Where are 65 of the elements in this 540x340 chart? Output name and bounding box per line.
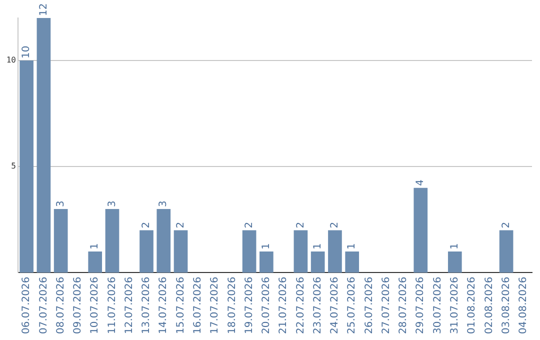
x-tick-label: 11.07.2026 [106,276,118,334]
x-tick-label: 16.07.2026 [192,276,204,334]
data-label: 2 [244,222,255,228]
x-tick-label: 19.07.2026 [244,276,255,334]
x-tick-label: 15.07.2026 [175,276,186,334]
data-label: 2 [141,222,152,228]
x-tick-label: 26.07.2026 [364,276,375,334]
data-label: 3 [158,200,170,208]
bar [20,60,34,273]
bar [36,18,51,273]
data-label: 1 [312,243,324,250]
data-label: 2 [330,222,341,228]
x-tick-label: 20.07.2026 [261,276,272,334]
x-tick-label: 17.07.2026 [210,276,221,334]
bar [328,230,342,273]
bar [174,230,188,273]
data-label: 4 [415,179,426,186]
data-label: 2 [500,222,512,228]
x-tick-label: 21.07.2026 [278,276,290,334]
x-tick-label: 22.07.2026 [295,276,306,334]
x-tick-label: 29.07.2026 [415,276,426,334]
bar [156,209,171,273]
data-label: 2 [295,222,306,228]
x-tick-label: 25.07.2026 [346,276,358,334]
bar [294,230,308,273]
bar [140,230,154,273]
x-tick-label: 06.07.2026 [21,276,32,334]
data-label: 10 [21,46,32,58]
x-tick-label: 01.08.2026 [466,276,478,334]
data-label: 3 [55,200,66,208]
x-tick-label: 10.07.2026 [90,276,101,334]
data-label: 2 [175,222,186,228]
x-tick-label: 07.07.2026 [38,276,50,334]
x-tick-label: 27.07.2026 [380,276,392,334]
bar [345,252,360,273]
x-tick-label: 28.07.2026 [398,276,410,334]
y-tick-label: 5 [11,162,16,171]
data-label: 12 [38,3,50,16]
data-label: 1 [90,243,101,250]
bar [448,252,462,273]
bar [88,252,102,273]
x-tick-label: 02.08.2026 [484,276,495,334]
x-tick-label: 14.07.2026 [158,276,170,334]
data-label: 1 [346,243,358,250]
x-tick-label: 12.07.2026 [124,276,135,334]
bar [242,230,256,273]
x-tick-label: 18.07.2026 [226,276,238,334]
bar [105,209,120,273]
x-tick-label: 31.07.2026 [449,276,460,334]
data-label: 1 [261,243,272,250]
data-label: 3 [106,200,118,208]
bar [310,252,325,273]
x-tick-label: 03.08.2026 [500,276,512,334]
x-tick-label: 04.08.2026 [518,276,530,334]
x-tick-label: 08.07.2026 [55,276,66,334]
bar [260,252,274,273]
x-tick-label: 23.07.2026 [312,276,324,334]
x-tick-label: 30.07.2026 [432,276,444,334]
x-tick-label: 24.07.2026 [330,276,341,334]
bar [499,230,514,273]
x-tick-label: 09.07.2026 [72,276,84,334]
bar [54,209,68,273]
data-label: 1 [449,243,460,250]
x-tick-label: 13.07.2026 [141,276,152,334]
bar [414,188,428,273]
